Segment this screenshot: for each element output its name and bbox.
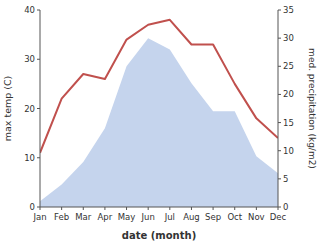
- y2-tick: [278, 150, 281, 151]
- precipitation-area: [40, 38, 278, 207]
- x-tick: [126, 207, 127, 210]
- y2-tick-label: 5: [283, 174, 288, 184]
- y-axis-label: max temp (C): [2, 76, 13, 142]
- x-tick: [83, 207, 84, 210]
- y2-axis-label: med. precipitation (kg/m2): [307, 48, 317, 169]
- x-tick: [234, 207, 235, 210]
- x-tick-label: Aug: [183, 212, 200, 222]
- x-axis: [40, 207, 278, 208]
- y-tick: [37, 157, 40, 158]
- x-tick: [191, 207, 192, 210]
- y2-tick-label: 25: [283, 61, 294, 71]
- y-tick-label: 10: [24, 153, 35, 163]
- x-tick-label: Nov: [248, 212, 265, 222]
- x-tick-label: Jun: [141, 212, 155, 222]
- x-tick: [61, 207, 62, 210]
- y2-tick: [278, 178, 281, 179]
- x-tick-label: Mar: [75, 212, 92, 222]
- y2-tick-label: 10: [283, 146, 294, 156]
- y-tick-label: 30: [24, 54, 35, 64]
- x-tick: [256, 207, 257, 210]
- x-tick-label: Apr: [98, 212, 113, 222]
- y-tick: [37, 10, 40, 11]
- x-tick-label: Oct: [227, 212, 242, 222]
- y2-tick: [278, 38, 281, 39]
- temperature-line: [40, 20, 278, 153]
- y2-tick: [278, 94, 281, 95]
- y2-tick: [278, 10, 281, 11]
- chart: Jan Feb Mar Apr May Jun Jul Aug Sep Oct Nov Dec date…: [0, 0, 318, 247]
- y2-tick-label: 15: [283, 118, 294, 128]
- y2-tick: [278, 122, 281, 123]
- y2-axis: [278, 10, 279, 207]
- x-tick: [213, 207, 214, 210]
- x-tick: [104, 207, 105, 210]
- y2-tick: [278, 207, 281, 208]
- y-tick: [37, 108, 40, 109]
- y2-tick-label: 0: [283, 202, 288, 212]
- y-tick: [37, 207, 40, 208]
- x-tick-label: Feb: [54, 212, 69, 222]
- y2-tick: [278, 66, 281, 67]
- x-tick-label: May: [118, 212, 136, 222]
- y2-tick-label: 20: [283, 89, 294, 99]
- x-axis-label: date (month): [122, 230, 196, 241]
- x-tick-label: Dec: [270, 212, 287, 222]
- x-tick: [148, 207, 149, 210]
- y2-tick-label: 35: [283, 5, 294, 15]
- y-tick-label: 20: [24, 104, 35, 114]
- x-tick-label: Jan: [32, 212, 46, 222]
- x-tick-label: Jul: [164, 212, 175, 222]
- y-tick-label: 0: [30, 202, 35, 212]
- y-tick: [37, 59, 40, 60]
- y2-tick-label: 30: [283, 33, 294, 43]
- x-tick-label: Sep: [205, 212, 221, 222]
- y-tick-label: 40: [24, 5, 35, 15]
- plot-area: [40, 20, 278, 207]
- axes: Jan Feb Mar Apr May Jun Jul Aug Sep Oct Nov Dec date…: [2, 5, 317, 241]
- x-tick: [169, 207, 170, 210]
